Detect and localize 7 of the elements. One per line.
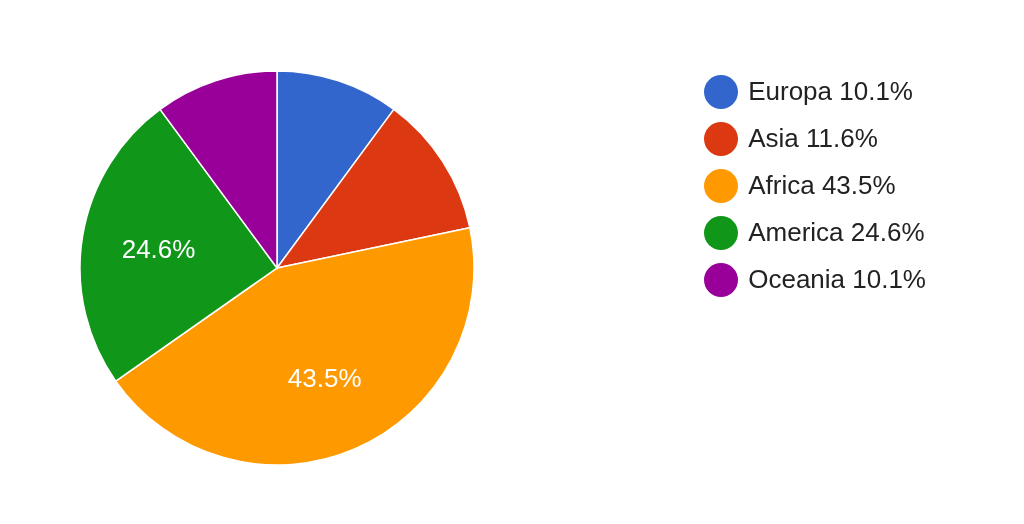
legend-label: Europa 10.1%: [748, 76, 913, 107]
legend-label: America 24.6%: [748, 217, 925, 248]
legend-label: Oceania 10.1%: [748, 264, 926, 295]
legend-label: Asia 11.6%: [748, 123, 878, 154]
data-label: 43.5%: [287, 363, 362, 394]
legend-label: Africa 43.5%: [748, 170, 896, 201]
data-label: 24.6%: [121, 233, 196, 264]
